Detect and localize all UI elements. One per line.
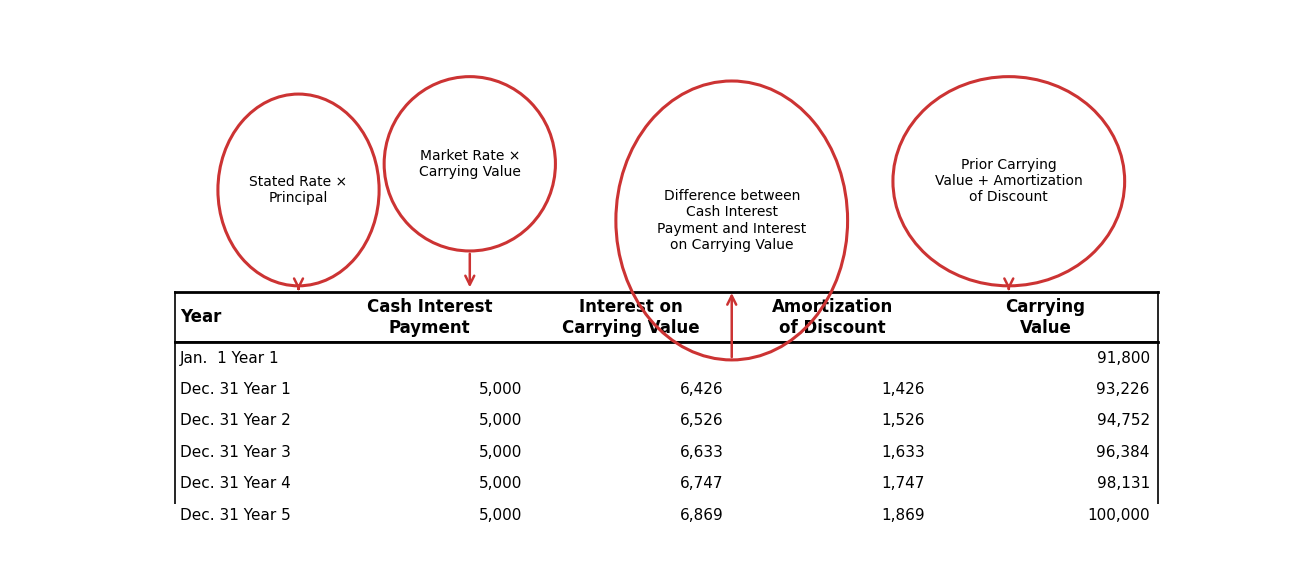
Text: 6,869: 6,869 [680,508,724,522]
Text: 1,633: 1,633 [881,445,926,460]
Text: Jan.  1 Year 1: Jan. 1 Year 1 [179,351,280,366]
Text: 5,000: 5,000 [478,476,523,491]
Text: 91,800: 91,800 [1097,351,1149,366]
Text: Dec. 31 Year 1: Dec. 31 Year 1 [179,382,290,397]
Text: Year: Year [179,308,221,327]
Text: Prior Carrying
Value + Amortization
of Discount: Prior Carrying Value + Amortization of D… [935,158,1083,204]
Text: 6,526: 6,526 [680,413,724,428]
Text: Carrying
Value: Carrying Value [1006,298,1086,337]
Text: 1,426: 1,426 [881,382,926,397]
Text: 5,000: 5,000 [478,445,523,460]
Text: 93,226: 93,226 [1096,382,1149,397]
Text: 1,869: 1,869 [881,508,926,522]
Text: Market Rate ×
Carrying Value: Market Rate × Carrying Value [419,149,521,179]
Text: Dec. 31 Year 4: Dec. 31 Year 4 [179,476,290,491]
Text: 5,000: 5,000 [478,413,523,428]
Text: Interest on
Carrying Value: Interest on Carrying Value [562,298,699,337]
Text: 6,747: 6,747 [680,476,724,491]
Text: Stated Rate ×
Principal: Stated Rate × Principal [250,175,347,205]
Text: 100,000: 100,000 [1087,508,1149,522]
Text: 5,000: 5,000 [478,382,523,397]
Text: 1,526: 1,526 [881,413,926,428]
Text: Dec. 31 Year 2: Dec. 31 Year 2 [179,413,290,428]
Text: 6,633: 6,633 [680,445,724,460]
Text: 5,000: 5,000 [478,508,523,522]
Text: Difference between
Cash Interest
Payment and Interest
on Carrying Value: Difference between Cash Interest Payment… [656,189,806,252]
Text: 6,426: 6,426 [680,382,724,397]
Text: Amortization
of Discount: Amortization of Discount [772,298,893,337]
Text: 98,131: 98,131 [1097,476,1149,491]
Text: Cash Interest
Payment: Cash Interest Payment [367,298,493,337]
Text: 1,747: 1,747 [881,476,926,491]
Text: Dec. 31 Year 5: Dec. 31 Year 5 [179,508,290,522]
Text: 94,752: 94,752 [1097,413,1149,428]
Text: Dec. 31 Year 3: Dec. 31 Year 3 [179,445,290,460]
Text: 96,384: 96,384 [1096,445,1149,460]
